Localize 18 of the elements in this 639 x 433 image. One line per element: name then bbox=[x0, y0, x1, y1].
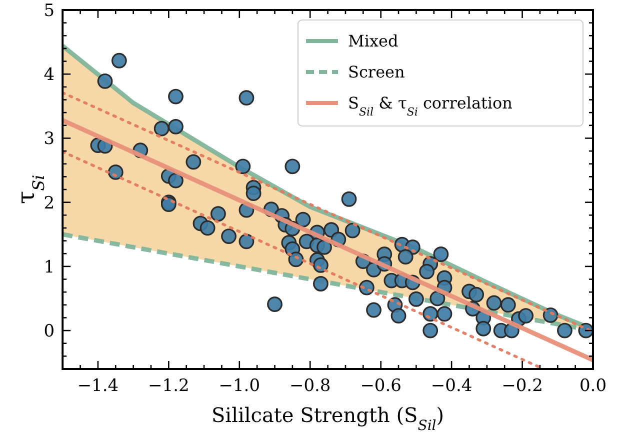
x-axis-title: Sililcate Strength (S$_{Sil}$) bbox=[211, 403, 444, 433]
y-tick-label: 5 bbox=[44, 0, 55, 21]
y-tick-label: 1 bbox=[44, 257, 55, 278]
x-tick-label: −1.0 bbox=[218, 376, 260, 396]
x-tick-label: −0.4 bbox=[430, 376, 472, 396]
x-tick-label: −0.6 bbox=[360, 376, 402, 396]
y-tick-label: 4 bbox=[44, 65, 55, 86]
y-tick-label: 0 bbox=[44, 321, 55, 342]
legend-label: Mixed bbox=[348, 32, 398, 51]
x-tick-label: −0.8 bbox=[289, 376, 331, 396]
y-tick-label: 2 bbox=[44, 193, 55, 214]
x-tick-label: −1.4 bbox=[77, 376, 119, 396]
x-tick-label: 0.0 bbox=[579, 376, 607, 396]
x-tick-label: −1.2 bbox=[148, 376, 190, 396]
legend-label: Screen bbox=[348, 62, 405, 82]
x-tick-label: −0.2 bbox=[502, 376, 543, 396]
y-tick-label: 3 bbox=[44, 129, 55, 150]
legend-label: S$_{Sil}$ & τ$_{Si}$ correlation bbox=[348, 94, 512, 118]
